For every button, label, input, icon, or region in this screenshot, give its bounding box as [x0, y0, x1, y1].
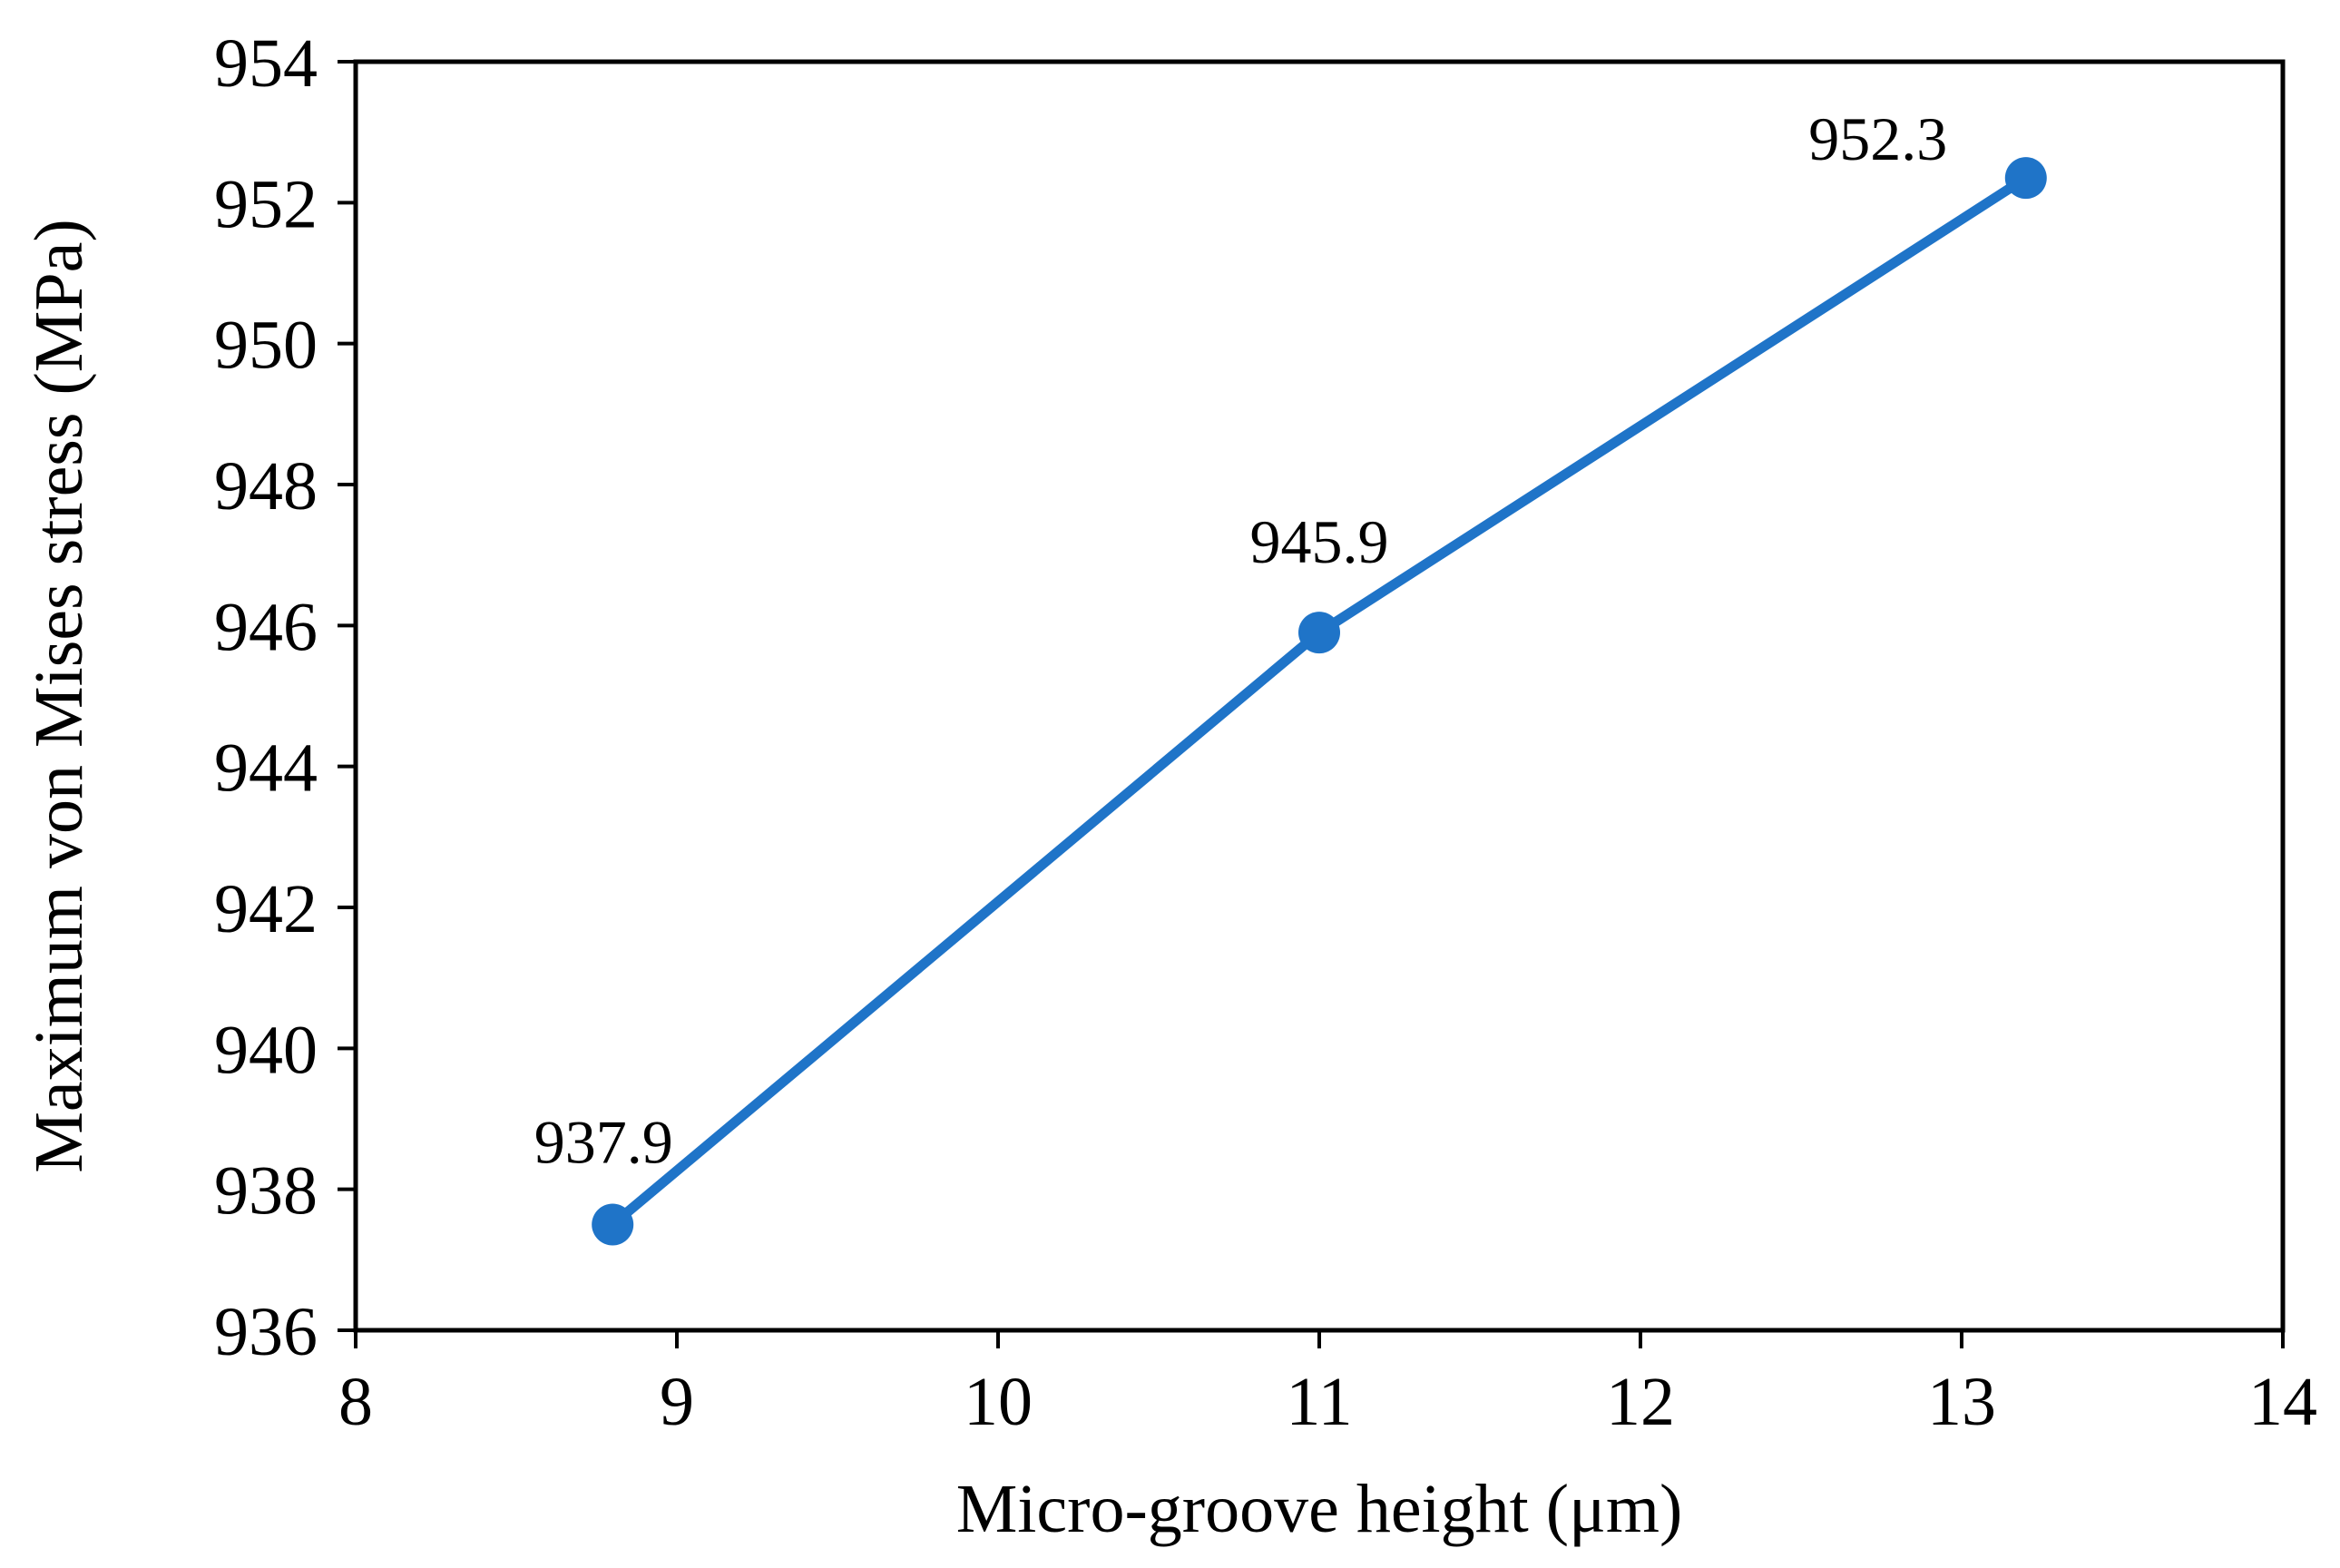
- y-axis-tick-labels: 936 938 940 942 944 946 948 950 952 954: [214, 25, 318, 1370]
- data-label-3: 952.3: [1808, 104, 1947, 173]
- x-axis-ticks: [354, 1330, 2285, 1348]
- data-labels: 937.9 945.9 952.3: [534, 104, 1948, 1176]
- y-axis-ticks: [338, 60, 356, 1332]
- y-axis-title: Maximum von Mises stress (MPa): [21, 219, 97, 1172]
- series-points: [592, 157, 2047, 1246]
- series-line: [609, 173, 2029, 1229]
- x-tick-label-9: 9: [660, 1364, 694, 1440]
- y-tick-label-952: 952: [214, 166, 318, 242]
- y-tick-label-944: 944: [214, 730, 318, 807]
- data-point-1: [592, 1203, 634, 1246]
- x-tick-label-10: 10: [964, 1364, 1033, 1440]
- x-axis-title: Micro-groove height (μm): [956, 1471, 1683, 1547]
- y-tick-label-948: 948: [214, 448, 318, 524]
- y-tick-label-946: 946: [214, 589, 318, 665]
- data-label-2: 945.9: [1250, 507, 1389, 576]
- x-tick-label-12: 12: [1606, 1364, 1675, 1440]
- data-point-2: [1298, 612, 1340, 654]
- x-tick-label-8: 8: [338, 1364, 373, 1440]
- y-tick-label-942: 942: [214, 871, 318, 947]
- x-tick-label-11: 11: [1286, 1364, 1352, 1440]
- x-tick-label-14: 14: [2248, 1364, 2317, 1440]
- y-tick-label-950: 950: [214, 308, 318, 384]
- y-tick-label-936: 936: [214, 1294, 318, 1370]
- x-tick-label-13: 13: [1927, 1364, 1996, 1440]
- data-label-1: 937.9: [534, 1108, 673, 1177]
- data-point-3: [2004, 157, 2047, 200]
- y-tick-label-940: 940: [214, 1012, 318, 1088]
- y-tick-label-954: 954: [214, 25, 318, 102]
- x-axis-tick-labels: 8 9 10 11 12 13 14: [338, 1364, 2317, 1440]
- y-tick-label-938: 938: [214, 1153, 318, 1230]
